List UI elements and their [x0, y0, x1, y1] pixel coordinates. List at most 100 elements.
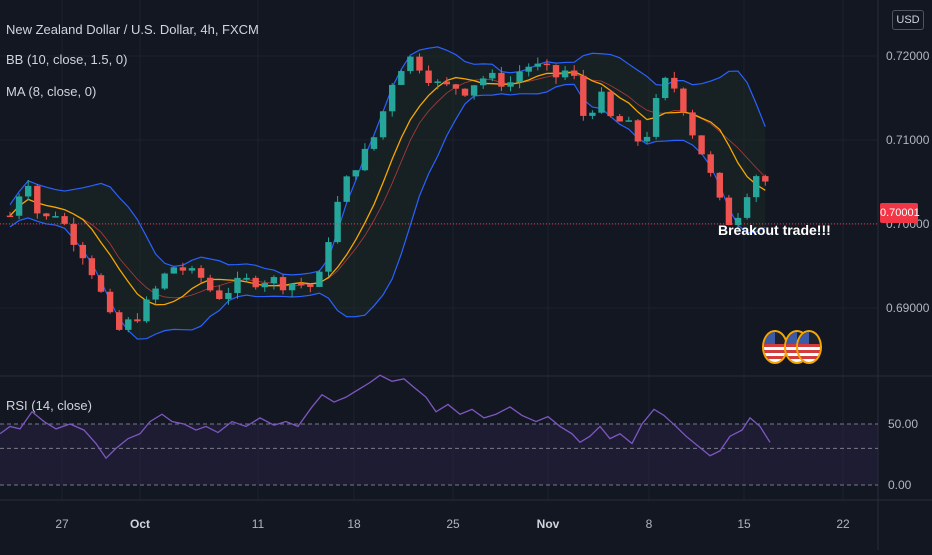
candle-body[interactable] — [407, 56, 414, 72]
candle-body[interactable] — [616, 116, 623, 122]
candle-body[interactable] — [79, 244, 86, 259]
candle-body[interactable] — [607, 91, 614, 117]
candle-body[interactable] — [461, 88, 469, 96]
candle-body[interactable] — [70, 223, 77, 245]
candle-body[interactable] — [762, 176, 769, 182]
candle-body[interactable] — [25, 185, 32, 197]
candle-body[interactable] — [534, 63, 541, 67]
candle-body[interactable] — [325, 242, 332, 272]
candle-body[interactable] — [106, 291, 114, 313]
candle-body[interactable] — [507, 82, 514, 87]
candle-body[interactable] — [143, 299, 150, 322]
candle-body[interactable] — [361, 148, 369, 171]
candle-body[interactable] — [643, 136, 651, 142]
candle-body[interactable] — [652, 98, 660, 137]
bollinger-legend[interactable]: BB (10, close, 1.5, 0) — [6, 52, 128, 67]
candle-body[interactable] — [598, 91, 605, 113]
candle-body[interactable] — [707, 154, 714, 173]
breakout-annotation: Breakout trade!!! — [718, 222, 831, 238]
candle-body[interactable] — [580, 75, 587, 116]
candle-body[interactable] — [61, 216, 68, 224]
candle-body[interactable] — [698, 135, 705, 155]
candle-body[interactable] — [571, 70, 578, 76]
candle-body[interactable] — [288, 283, 296, 291]
candle-body[interactable] — [443, 81, 450, 85]
candle-body[interactable] — [116, 312, 123, 330]
candle-body[interactable] — [134, 319, 141, 322]
candle-body[interactable] — [334, 201, 341, 243]
candle-body[interactable] — [243, 277, 250, 280]
candle-body[interactable] — [552, 65, 560, 78]
candle-body[interactable] — [207, 277, 214, 291]
time-axis-label: 25 — [446, 517, 460, 531]
candle-body[interactable] — [370, 137, 378, 149]
candle-body[interactable] — [434, 81, 441, 83]
candle-body[interactable] — [634, 120, 642, 142]
price-axis-label: 0.71000 — [886, 133, 930, 147]
flag-canton — [764, 332, 775, 344]
candle-body[interactable] — [470, 85, 478, 96]
candle-body[interactable] — [97, 275, 105, 292]
candle-body[interactable] — [398, 71, 405, 85]
candle-body[interactable] — [279, 277, 287, 291]
candle-body[interactable] — [188, 268, 196, 271]
rsi-legend[interactable]: RSI (14, close) — [6, 398, 92, 413]
candle-body[interactable] — [34, 185, 41, 214]
candle-body[interactable] — [425, 70, 432, 83]
ma-legend[interactable]: MA (8, close, 0) — [6, 84, 97, 99]
candle-body[interactable] — [125, 319, 132, 330]
candle-body[interactable] — [516, 71, 523, 83]
candle-body[interactable] — [379, 111, 387, 138]
candle-body[interactable] — [261, 283, 268, 288]
candle-body[interactable] — [480, 78, 487, 86]
candle-body[interactable] — [352, 170, 359, 177]
candle-body[interactable] — [662, 77, 669, 99]
candle-body[interactable] — [625, 120, 632, 122]
candle-body[interactable] — [680, 88, 687, 113]
candle-body[interactable] — [225, 292, 232, 299]
candle-body[interactable] — [234, 277, 241, 293]
candle-body[interactable] — [561, 70, 569, 78]
candle-body[interactable] — [671, 77, 678, 89]
candle-body[interactable] — [489, 72, 496, 79]
flag-canton — [786, 332, 797, 344]
time-axis-label: 15 — [737, 517, 751, 531]
candle-body[interactable] — [689, 112, 696, 136]
candle-body[interactable] — [525, 66, 532, 72]
candle-body[interactable] — [543, 63, 551, 66]
candle-body[interactable] — [43, 213, 50, 217]
candle-body[interactable] — [316, 271, 323, 287]
candle-body[interactable] — [716, 172, 723, 198]
candle-body[interactable] — [152, 288, 159, 300]
candle-body[interactable] — [216, 290, 223, 299]
time-axis-label: 8 — [646, 517, 653, 531]
candle-body[interactable] — [753, 176, 760, 198]
candle-body[interactable] — [179, 267, 187, 271]
candle-body[interactable] — [498, 72, 505, 87]
candle-body[interactable] — [298, 283, 305, 286]
candle-body[interactable] — [307, 284, 314, 287]
us-flag-event-icon[interactable] — [796, 330, 822, 364]
candle-body[interactable] — [734, 217, 742, 226]
candle-body[interactable] — [270, 277, 278, 284]
candle-body[interactable] — [416, 56, 423, 71]
candle-body[interactable] — [88, 258, 96, 276]
candle-body[interactable] — [743, 197, 751, 218]
candle-body[interactable] — [589, 112, 596, 116]
bollinger-upper-line — [9, 46, 766, 276]
candle-body[interactable] — [15, 196, 23, 216]
candle-body[interactable] — [725, 197, 733, 226]
currency-button[interactable]: USD — [892, 10, 924, 30]
price-axis-label: 0.69000 — [886, 301, 930, 315]
candle-body[interactable] — [197, 268, 205, 278]
candle-body[interactable] — [170, 267, 177, 274]
candle-body[interactable] — [161, 273, 168, 289]
candle-body[interactable] — [52, 216, 59, 218]
candle-body[interactable] — [6, 215, 14, 218]
candle-body[interactable] — [343, 176, 350, 202]
time-axis-label: 18 — [347, 517, 361, 531]
candle-body[interactable] — [389, 84, 396, 112]
candle-body[interactable] — [252, 277, 259, 288]
candle-body[interactable] — [452, 84, 460, 89]
